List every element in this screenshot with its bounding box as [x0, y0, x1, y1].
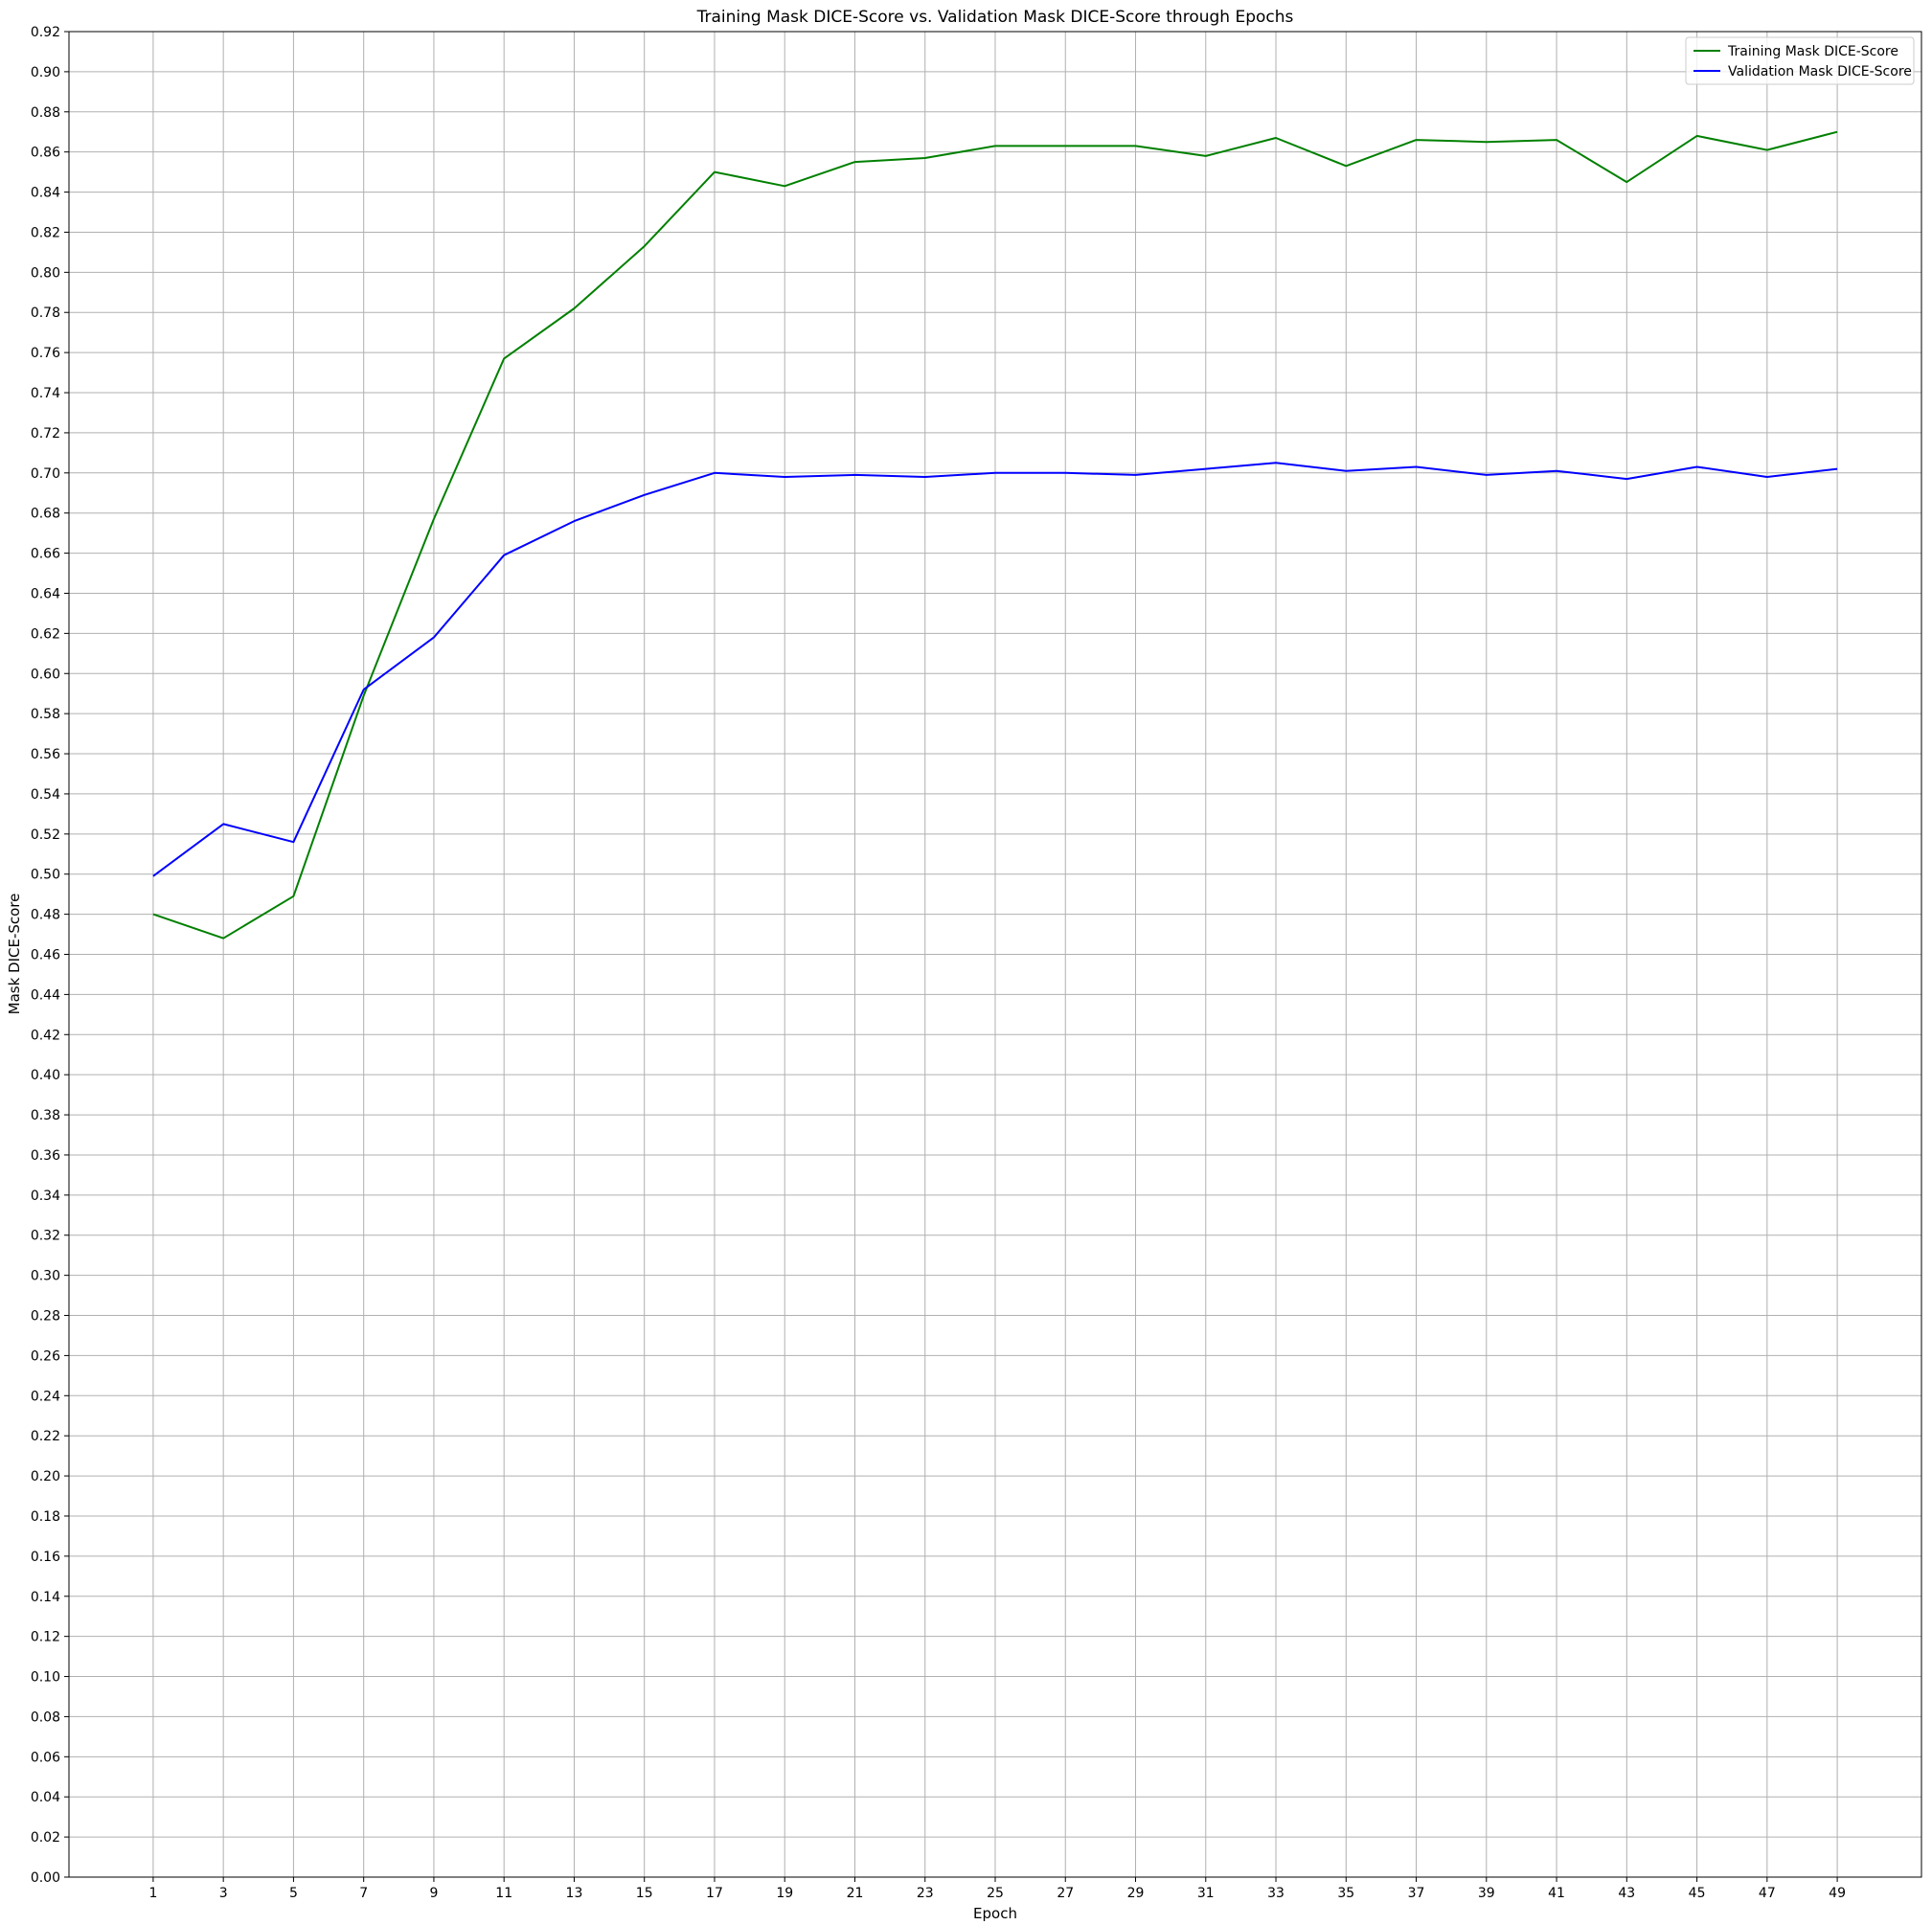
x-tick-label: 45 [1689, 1886, 1706, 1901]
x-tick-label: 23 [917, 1886, 934, 1901]
y-tick-label: 0.64 [31, 586, 60, 601]
chart-title: Training Mask DICE-Score vs. Validation … [696, 8, 1294, 27]
y-tick-label: 0.50 [31, 868, 60, 883]
series-line-training [152, 130, 1838, 940]
x-tick-label: 15 [636, 1886, 653, 1901]
y-tick-label: 0.56 [31, 747, 60, 762]
x-tick-label: 3 [219, 1886, 228, 1901]
series-layer [152, 130, 1838, 940]
x-tick-label: 9 [429, 1886, 438, 1901]
series-line-validation [152, 462, 1838, 877]
y-tick-label: 0.48 [31, 908, 60, 923]
y-tick-label: 0.10 [31, 1670, 60, 1686]
x-tick-label: 31 [1197, 1886, 1215, 1901]
x-tick-label: 33 [1267, 1886, 1284, 1901]
x-tick-label: 49 [1829, 1886, 1846, 1901]
y-tick-label: 0.44 [31, 987, 60, 1003]
x-tick-label: 47 [1759, 1886, 1776, 1901]
y-tick-label: 0.30 [31, 1269, 60, 1284]
y-tick-label: 0.42 [31, 1028, 60, 1043]
x-tick-label: 7 [359, 1886, 368, 1901]
y-tick-label: 0.92 [31, 25, 60, 40]
y-tick-label: 0.76 [31, 346, 60, 361]
y-tick-label: 0.28 [31, 1309, 60, 1325]
legend-box [1685, 36, 1915, 85]
x-tick-label: 25 [987, 1886, 1004, 1901]
y-axis: 0.00 0.02 0.04 0.06 0.08 0.10 0.12 0.14 0.16 0.18… [31, 25, 69, 1886]
y-tick-label: 0.70 [31, 466, 60, 482]
legend-label: Training Mask DICE-Score [1727, 44, 1898, 59]
y-tick-label: 0.08 [31, 1710, 60, 1725]
y-tick-label: 0.90 [31, 65, 60, 80]
y-tick-label: 0.04 [31, 1790, 60, 1805]
y-tick-label: 0.36 [31, 1148, 60, 1164]
x-tick-label: 39 [1478, 1886, 1495, 1901]
y-tick-label: 0.40 [31, 1068, 60, 1083]
y-tick-label: 0.14 [31, 1590, 60, 1605]
x-tick-label: 13 [566, 1886, 583, 1901]
y-tick-label: 0.16 [31, 1550, 60, 1565]
x-tick-label: 19 [776, 1886, 793, 1901]
y-tick-label: 0.84 [31, 186, 60, 201]
y-tick-label: 0.78 [31, 306, 60, 321]
y-tick-label: 0.38 [31, 1108, 60, 1123]
y-tick-label: 0.22 [31, 1429, 60, 1444]
legend-label: Validation Mask DICE-Score [1728, 64, 1912, 79]
x-tick-label: 41 [1548, 1886, 1565, 1901]
y-tick-label: 0.26 [31, 1348, 60, 1364]
y-tick-label: 0.46 [31, 948, 60, 963]
y-tick-label: 0.20 [31, 1469, 60, 1484]
y-tick-label: 0.62 [31, 626, 60, 642]
y-tick-label: 0.88 [31, 105, 60, 121]
y-axis-label: Mask DICE-Score [6, 894, 23, 1015]
x-tick-label: 27 [1057, 1886, 1074, 1901]
y-tick-label: 0.34 [31, 1189, 60, 1204]
y-tick-label: 0.18 [31, 1509, 60, 1525]
y-tick-label: 0.74 [31, 386, 60, 401]
y-tick-label: 0.02 [31, 1830, 60, 1846]
y-tick-label: 0.32 [31, 1229, 60, 1244]
y-tick-label: 0.72 [31, 426, 60, 442]
x-tick-label: 43 [1618, 1886, 1635, 1901]
x-axis: 1 3 5 7 9 11 13 15 17 19 21 23 25 27 29 31 33 35 37 39 41 43 4… [148, 1877, 1846, 1901]
y-tick-label: 0.60 [31, 667, 60, 682]
y-tick-label: 0.66 [31, 547, 60, 562]
x-tick-label: 37 [1408, 1886, 1425, 1901]
y-tick-label: 0.82 [31, 225, 60, 240]
x-tick-label: 1 [148, 1886, 157, 1901]
x-tick-label: 35 [1337, 1886, 1354, 1901]
x-tick-label: 11 [495, 1886, 512, 1901]
y-tick-label: 0.80 [31, 265, 60, 281]
x-axis-label: Epoch [973, 1905, 1017, 1922]
y-tick-label: 0.86 [31, 146, 60, 161]
y-tick-label: 0.58 [31, 707, 60, 722]
y-tick-label: 0.52 [31, 827, 60, 843]
x-tick-label: 29 [1127, 1886, 1145, 1901]
x-tick-label: 21 [847, 1886, 864, 1901]
y-tick-label: 0.68 [31, 507, 60, 522]
y-tick-label: 0.54 [31, 787, 60, 803]
y-tick-label: 0.12 [31, 1630, 60, 1645]
x-tick-label: 17 [706, 1886, 723, 1901]
x-tick-label: 5 [289, 1886, 298, 1901]
y-tick-label: 0.00 [31, 1870, 60, 1886]
legend: Training Mask DICE-Score Validation Mask … [1685, 36, 1915, 85]
y-tick-label: 0.06 [31, 1750, 60, 1765]
y-tick-label: 0.24 [31, 1389, 60, 1404]
